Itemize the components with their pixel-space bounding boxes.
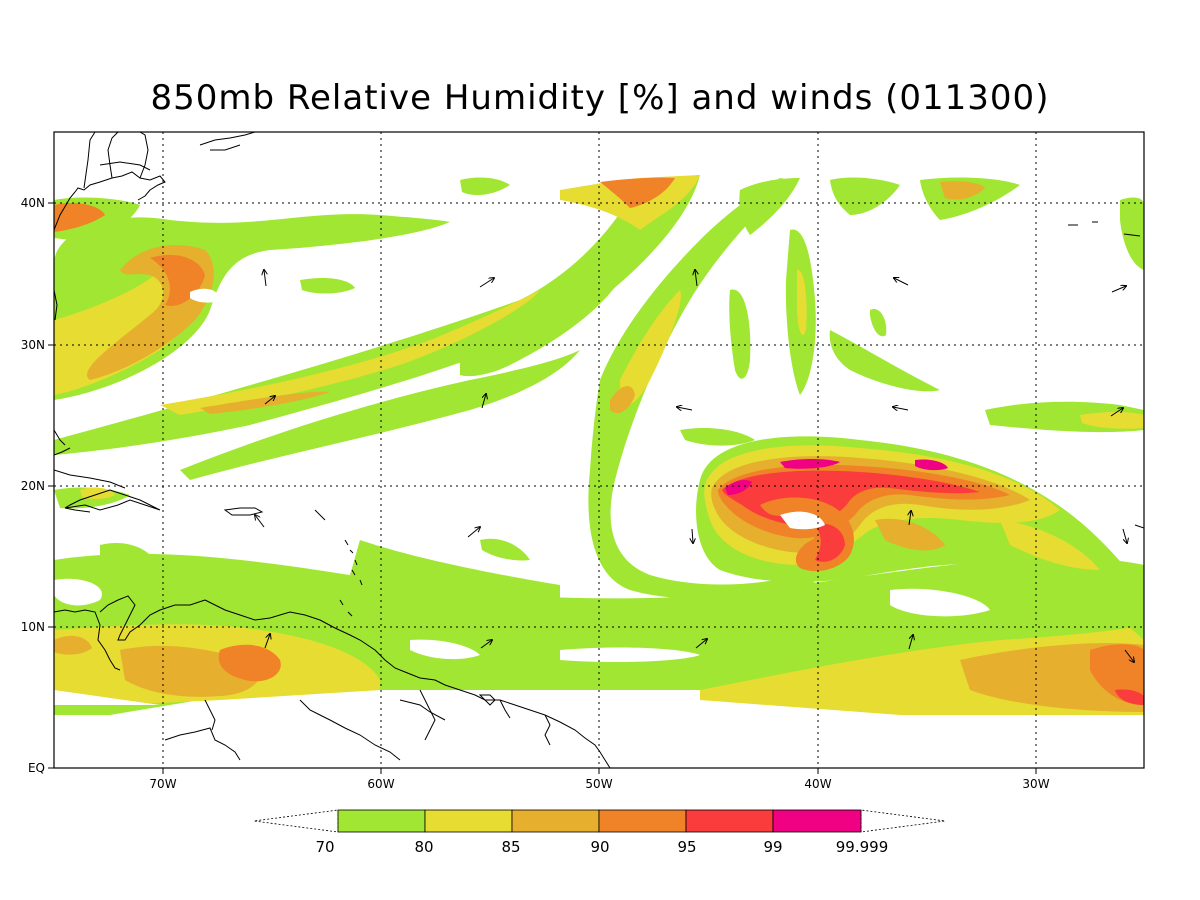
wind-vector (255, 515, 265, 528)
colorbar-label: 85 (501, 838, 520, 856)
hispaniola (64, 489, 161, 511)
colorbar-swatch (772, 809, 862, 833)
y-tick-label: 20N (21, 479, 45, 493)
colorbar-swatch (511, 809, 600, 833)
y-tick-label: 10N (21, 620, 45, 634)
wind-vector (264, 270, 266, 287)
y-tick-label: 30N (21, 338, 45, 352)
y-tick-labels: 40N 30N 20N 10N EQ (21, 196, 45, 775)
wind-vector (695, 270, 697, 287)
wind-vector (1111, 286, 1126, 293)
x-tick-labels: 70W 60W 50W 40W 30W (149, 777, 1049, 791)
cuba (54, 469, 126, 489)
wind-vector (264, 396, 275, 405)
wind-vector (677, 407, 693, 410)
colorbar-label: 99.999 (836, 838, 889, 856)
wind-vector (479, 278, 494, 288)
wind-vector (893, 407, 909, 410)
gridlines (54, 132, 1144, 768)
y-tick-label: EQ (28, 761, 45, 775)
colorbar-extend-low (253, 809, 339, 833)
wind-vector (695, 639, 707, 649)
coastlines (54, 132, 1144, 768)
y-tick-label: 40N (21, 196, 45, 210)
colorbar-label: 99 (763, 838, 782, 856)
wind-vector (908, 635, 913, 650)
colorbar-swatch (337, 809, 426, 833)
colorbar-label: 70 (315, 838, 334, 856)
cyclone-system (696, 436, 1144, 640)
x-tick-label: 60W (367, 777, 394, 791)
colorbar-extend-high (860, 809, 946, 833)
wind-vector (480, 640, 492, 649)
colorbar: 70 80 85 90 95 99 99.999 (253, 809, 946, 856)
axis-ticks (48, 202, 1037, 774)
x-tick-label: 30W (1022, 777, 1049, 791)
x-tick-label: 70W (149, 777, 176, 791)
wind-vector (692, 528, 693, 543)
us-east-coast (54, 171, 166, 231)
wind-vector (1110, 408, 1123, 417)
colorbar-swatch (685, 809, 774, 833)
colorbar-label: 95 (677, 838, 696, 856)
wind-vector (481, 394, 486, 409)
colorbar-swatch (424, 809, 513, 833)
colorbar-label: 80 (414, 838, 433, 856)
puerto-rico (223, 507, 264, 516)
wind-vector (909, 511, 911, 526)
wind-vectors (255, 270, 1134, 662)
south-america-coast (204, 599, 611, 768)
x-tick-label: 50W (585, 777, 612, 791)
colorbar-swatch (598, 809, 687, 833)
wind-vector (1124, 649, 1134, 662)
colorbar-label: 90 (590, 838, 609, 856)
wind-vector (1122, 528, 1127, 543)
wind-vector (264, 634, 270, 649)
wind-vector (467, 527, 480, 538)
central-america (54, 609, 121, 671)
wind-vector (894, 278, 909, 286)
map-title: 850mb Relative Humidity [%] and winds (0… (150, 78, 1050, 118)
humidity-field (54, 175, 1144, 768)
x-tick-label: 40W (804, 777, 831, 791)
